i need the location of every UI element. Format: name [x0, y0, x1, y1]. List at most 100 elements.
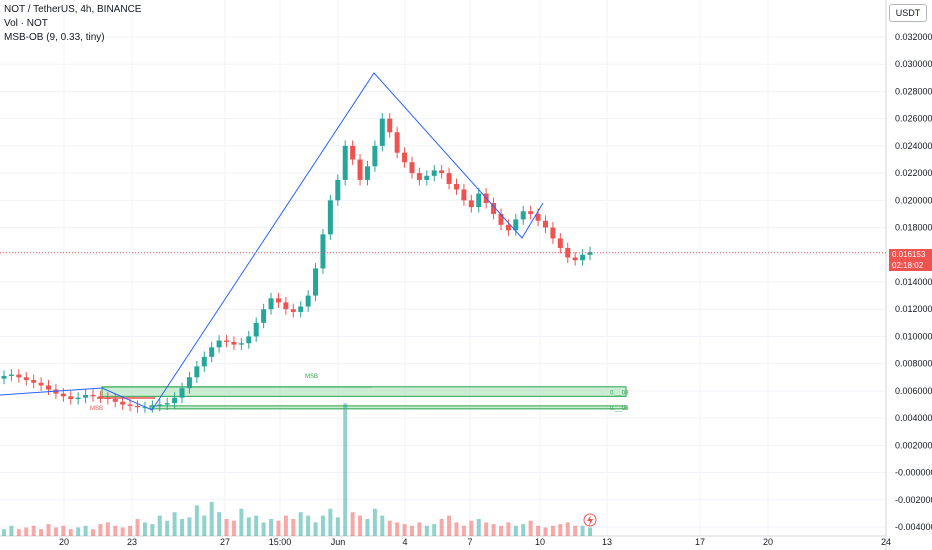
volume-bar [461, 525, 466, 536]
y-tick-label: 0.022000 [895, 168, 932, 178]
candle-body [453, 184, 459, 190]
x-tick-label: 17 [695, 537, 705, 547]
volume-bar [128, 525, 133, 536]
candle-body [164, 403, 170, 405]
msb-label: MSB [90, 406, 103, 412]
candle-body [468, 200, 474, 208]
volume-bar [409, 525, 414, 536]
volume-bar [558, 524, 563, 536]
symbol-title[interactable]: NOT / TetherUS, 4h, BINANCE [4, 4, 142, 15]
volume-bar [454, 522, 459, 536]
candle-body [120, 401, 126, 405]
candle-body [83, 394, 89, 398]
volume-bar [83, 525, 88, 536]
candle-body [580, 254, 586, 261]
candle-body [275, 298, 281, 303]
volume-bar [16, 529, 21, 536]
candle-body [8, 374, 14, 376]
volume-bar [491, 524, 496, 536]
volume-bar [187, 517, 192, 536]
y-tick-label: 0.024000 [895, 141, 932, 151]
volume-bar [528, 520, 533, 536]
zigzag-line [101, 72, 544, 411]
candle-body [112, 399, 118, 402]
volume-bar [298, 512, 303, 536]
volume-bar [217, 512, 222, 536]
candle-body [498, 213, 504, 225]
volume-bar [209, 502, 214, 536]
candle-body [298, 306, 304, 312]
volume-bar [291, 519, 296, 536]
candle-body [327, 200, 333, 235]
volume-bar [165, 520, 170, 536]
candle-body [476, 193, 482, 208]
candle-body [439, 170, 445, 174]
volume-bar [565, 522, 570, 536]
volume-bar [2, 529, 6, 536]
volume-bar [9, 525, 14, 536]
candle-body [572, 257, 578, 261]
candle-body [135, 405, 141, 408]
volume-bar [194, 505, 199, 536]
volume-bar [202, 515, 207, 536]
currency-selector[interactable]: USDT [889, 4, 927, 22]
candle-body [513, 219, 519, 231]
y-tick-label: 0.018000 [895, 223, 932, 233]
zigzag-line [0, 387, 103, 396]
volume-bar [172, 512, 177, 536]
y-tick-label: 0.030000 [895, 59, 932, 69]
candle-body [216, 340, 222, 348]
volume-bar [498, 525, 503, 536]
y-tick-label: 0.004000 [895, 413, 932, 423]
volume-bar [142, 522, 147, 536]
volume-bar [350, 512, 355, 536]
indicator-legend[interactable]: MSB-OB (9, 0.33, tiny) [4, 32, 105, 43]
candle-body [31, 380, 37, 383]
candle-body [431, 170, 437, 176]
volume-bar [24, 527, 29, 536]
candle-body [535, 213, 541, 221]
candle-body [550, 227, 556, 239]
candle-body [201, 356, 207, 367]
candle-body [542, 220, 548, 228]
candle-body [68, 396, 74, 400]
candle-body [372, 145, 378, 167]
volume-bar [91, 529, 96, 536]
volume-bar [157, 515, 162, 536]
order-block [149, 405, 627, 410]
candle-body [379, 118, 385, 146]
candle-body [16, 374, 22, 378]
candle-body [283, 302, 289, 310]
volume-bar [269, 519, 274, 536]
volume-bar [105, 522, 110, 536]
x-tick-label: 23 [127, 537, 137, 547]
x-tick-label: 27 [220, 537, 230, 547]
volume-bar [343, 403, 348, 536]
volume-bar [417, 522, 422, 536]
candle-body [105, 397, 111, 400]
msb-label: MSB [305, 374, 318, 380]
candle-body [394, 132, 400, 153]
volume-bar [439, 519, 444, 536]
volume-bar [53, 527, 58, 536]
x-tick-label: 7 [467, 537, 472, 547]
volume-bar [372, 508, 377, 536]
y-tick-label: -0.004000 [895, 522, 932, 532]
volume-bar [402, 524, 407, 536]
candle-body [424, 175, 430, 180]
volume-bar [46, 524, 51, 536]
candle-body [461, 189, 467, 201]
x-tick-label: 15:00 [269, 537, 292, 547]
candle-body [342, 145, 348, 180]
volume-legend[interactable]: Vol · NOT [4, 18, 48, 29]
candle-body [127, 404, 133, 406]
y-tick-label: 0.014000 [895, 277, 932, 287]
volume-bar [180, 519, 185, 536]
candle-body [416, 173, 422, 180]
candle-body [402, 152, 408, 163]
countdown-label: 02:18:02 [889, 260, 932, 271]
volume-bar [513, 525, 518, 536]
volume-bar [39, 529, 44, 536]
candle-body [305, 295, 311, 307]
